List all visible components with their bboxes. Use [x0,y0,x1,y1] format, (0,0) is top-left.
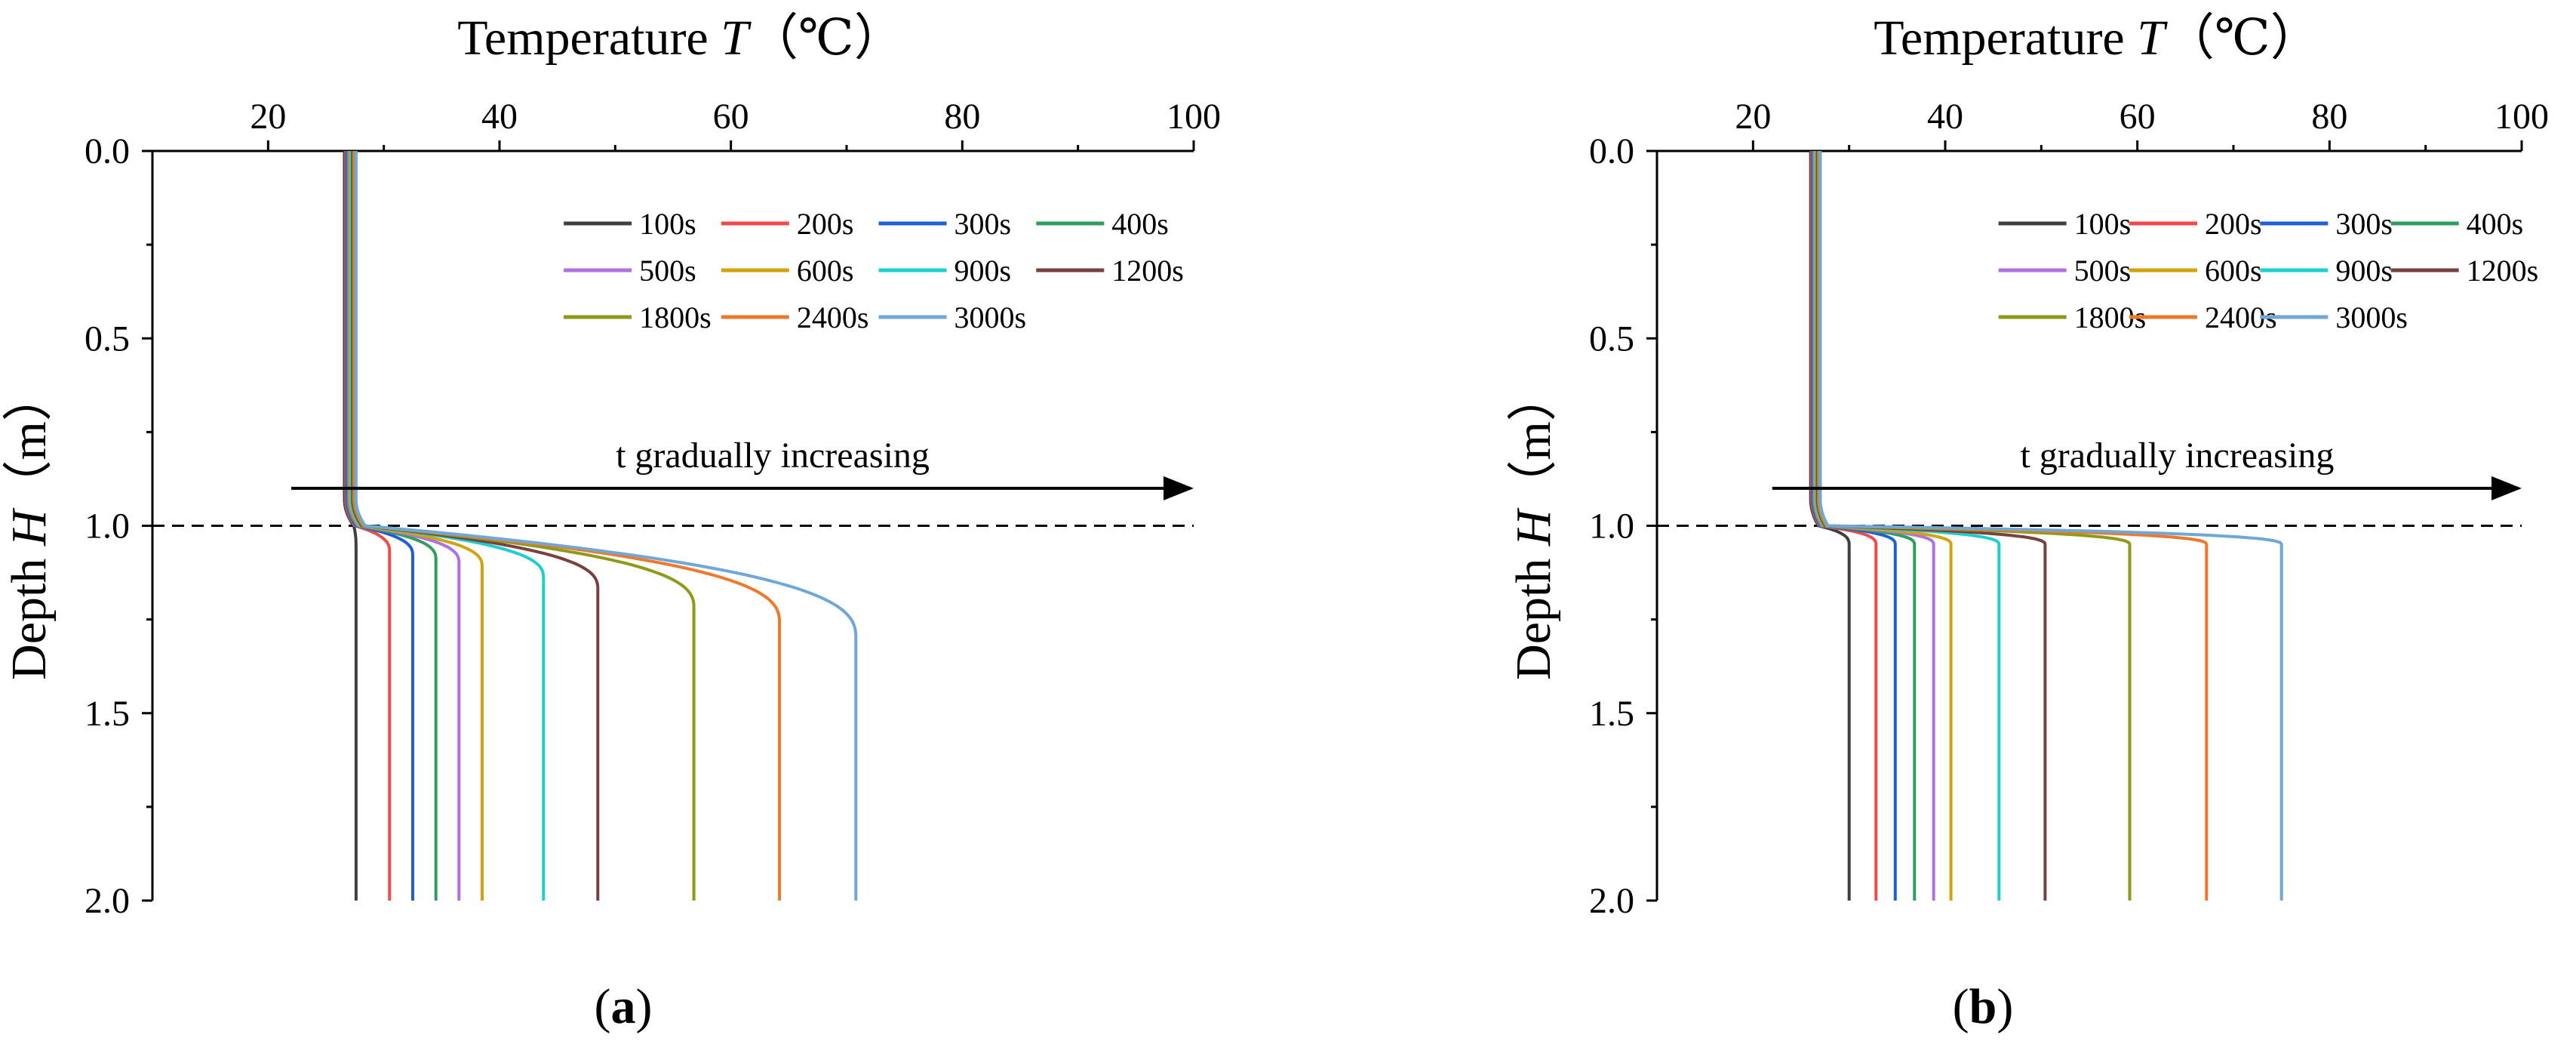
caption-open: ( [595,979,611,1034]
legend-label-500s: 500s [639,254,696,288]
legend-label-400s: 400s [1111,207,1169,241]
x-axis-title: Temperature T（℃） [457,11,904,66]
y-tick-label: 2.0 [1589,881,1634,921]
x-tick-label: 80 [2311,97,2347,137]
panel-caption: (b) [1953,979,2014,1034]
x-axis-title: Temperature T（℃） [1874,11,2320,66]
y-axis-title: Depth H（m） [1506,371,1561,680]
series-line-3000s [354,151,858,901]
x-tick-label: 60 [713,97,749,137]
legend-label-200s: 200s [797,207,854,241]
x-axis-title-unit: （℃） [2165,11,2320,66]
x-axis-title-symbol: T [2137,11,2168,66]
y-tick-label: 0.5 [1589,319,1634,359]
legend-label-100s: 100s [639,207,696,241]
caption-close: ) [1997,979,2013,1034]
x-tick-label: 100 [2495,97,2549,137]
time-arrow-label: t gradually increasing [616,436,930,476]
legend-label-100s: 100s [2074,207,2132,241]
caption-open: ( [1953,979,1969,1034]
y-axis-title-unit: （m） [1506,371,1561,510]
y-tick-label: 2.0 [85,881,130,921]
y-tick-label: 1.0 [85,507,130,547]
legend-label-400s: 400s [2467,207,2524,241]
y-tick-label: 0.5 [85,319,130,359]
y-tick-label: 1.5 [85,694,130,734]
legend-label-500s: 500s [2074,254,2132,288]
time-arrow-label: t gradually increasing [2020,436,2334,476]
legend-label-2400s: 2400s [797,300,869,334]
x-tick-label: 80 [944,97,980,137]
x-axis-title-text: Temperature [457,11,721,66]
x-tick-label: 60 [2120,97,2156,137]
y-tick-label: 1.5 [1589,694,1634,734]
series-line-3000s [1818,151,2283,901]
legend-label-900s: 900s [2335,254,2393,288]
legend-label-600s: 600s [2205,254,2262,288]
legend-label-1200s: 1200s [1111,254,1184,288]
x-tick-label: 40 [481,97,518,137]
x-tick-label: 40 [1927,97,1963,137]
x-tick-label: 20 [1735,97,1771,137]
caption-letter: b [1969,979,1997,1034]
x-axis-title-unit: （℃） [749,11,904,66]
y-tick-label: 0.0 [85,131,130,171]
y-tick-label: 0.0 [1589,131,1634,171]
legend-label-1800s: 1800s [639,300,712,334]
legend-label-200s: 200s [2205,207,2262,241]
panel-caption: (a) [595,979,653,1034]
x-tick-label: 100 [1167,97,1221,137]
legend-label-300s: 300s [2335,207,2393,241]
y-axis-title-symbol: H [2,507,57,547]
legend-label-3000s: 3000s [954,300,1027,334]
y-axis-title-symbol: H [1506,507,1561,547]
y-axis-title-text: Depth [2,546,57,680]
caption-letter: a [611,979,636,1034]
x-axis-title-text: Temperature [1874,11,2137,66]
legend-label-600s: 600s [797,254,854,288]
legend-label-3000s: 3000s [2335,300,2408,334]
x-tick-label: 20 [250,97,286,137]
y-axis-title-text: Depth [1506,546,1561,680]
x-axis-title-symbol: T [721,11,752,66]
y-tick-label: 1.0 [1589,507,1634,547]
legend-label-1200s: 1200s [2467,254,2539,288]
legend-label-900s: 900s [954,254,1012,288]
caption-close: ) [636,979,653,1034]
y-axis-title: Depth H（m） [2,371,57,680]
y-axis-title-unit: （m） [2,371,57,510]
legend-label-300s: 300s [954,207,1012,241]
